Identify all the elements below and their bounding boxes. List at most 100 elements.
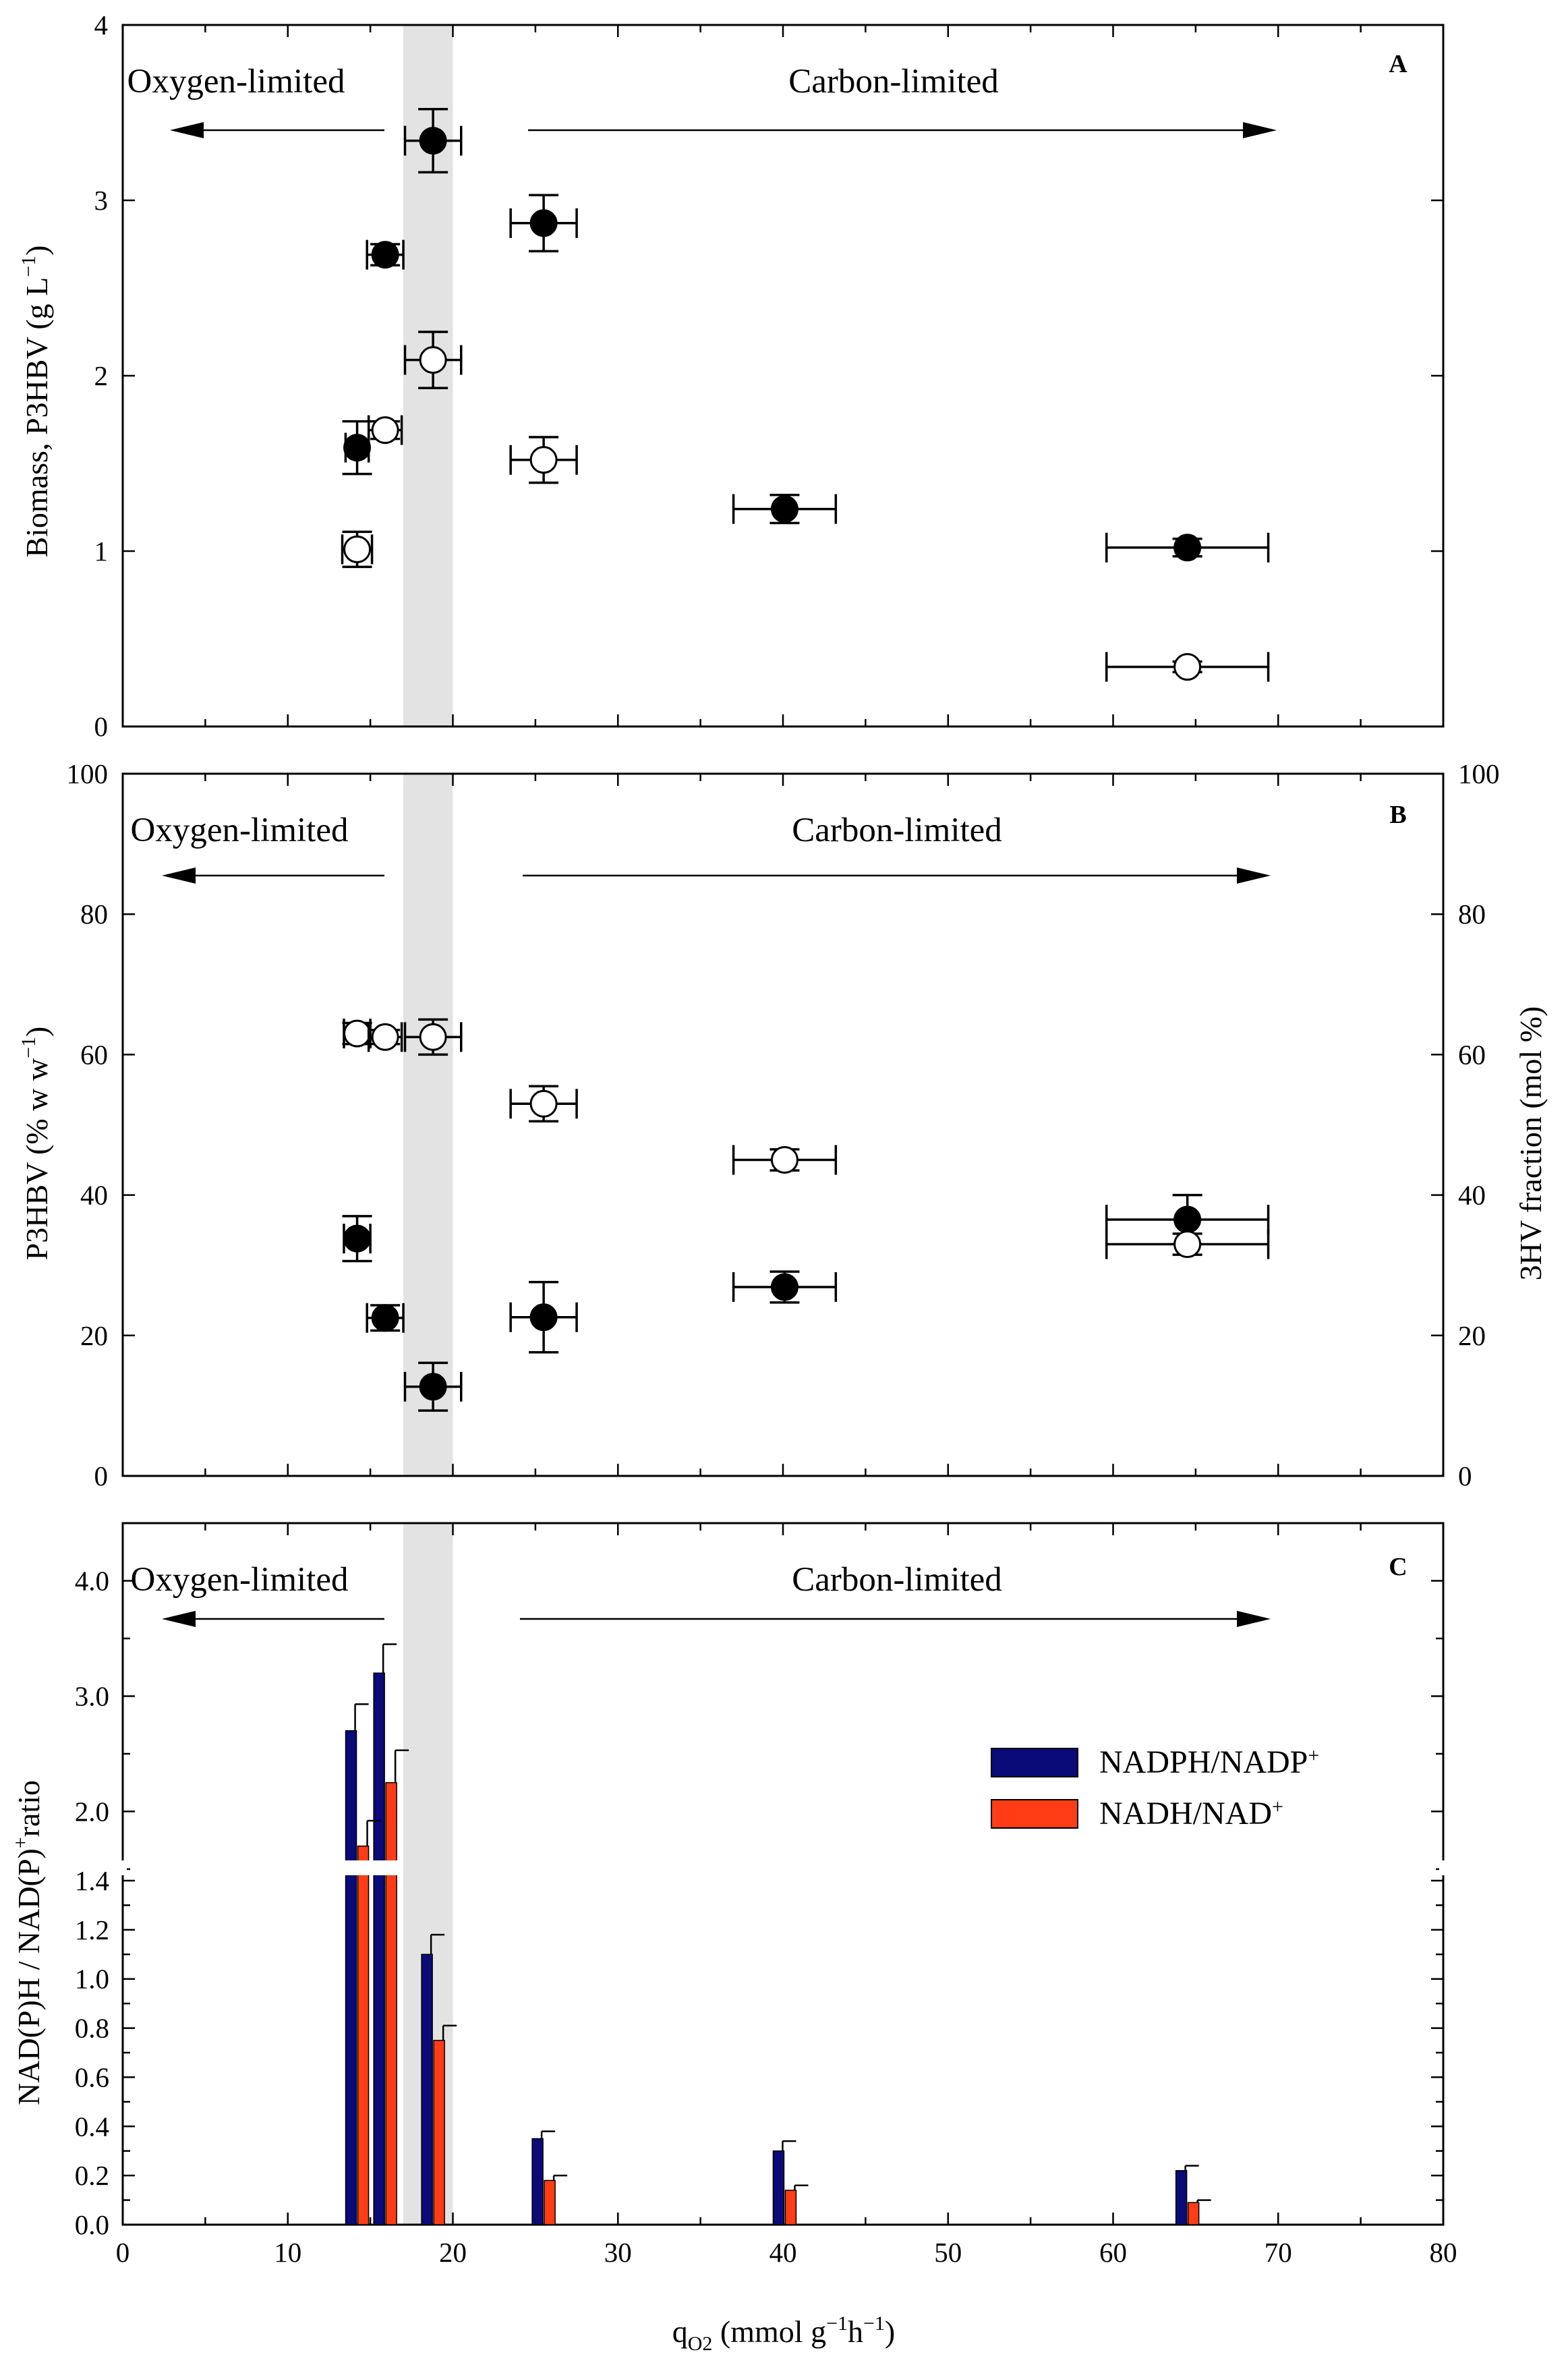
bar-nadph	[373, 1672, 385, 2225]
carbon-limited-label-a: Carbon-limited	[788, 63, 999, 101]
x-tick-label: 30	[604, 2237, 632, 2268]
oxygen-limited-label-a: Oxygen-limited	[127, 63, 345, 101]
legend-c: NADPH/NADP+ NADH/NAD+	[991, 1744, 1319, 1831]
open-point	[343, 1019, 372, 1048]
open-point	[529, 1089, 558, 1118]
x-tick-label: 20	[439, 2237, 467, 2268]
y-axis-title-c: NAD(P)H / NAD(P)+ratio	[9, 1780, 46, 2105]
filled-point	[529, 209, 558, 237]
x-tick-label: 40	[770, 2237, 797, 2268]
y-tick-label: 3.0	[75, 1680, 109, 1711]
legend-swatch-nadh	[991, 1799, 1078, 1829]
y-tick-label: 0.0	[75, 2209, 109, 2240]
y-axis-title-b: P3HBV (% w w−1)	[18, 1027, 54, 1261]
oxygen-limited-arrowhead-c	[162, 1611, 196, 1627]
open-point	[419, 346, 447, 374]
axis-break-right	[1439, 1860, 1447, 1875]
legend-label-nadph: NADPH/NADP+	[1099, 1744, 1319, 1780]
bar-nadh	[544, 2179, 556, 2225]
carbon-limited-arrowhead-a	[1243, 122, 1277, 138]
filled-point	[1173, 534, 1202, 562]
y-tick-label: 20	[80, 1320, 108, 1351]
open-point	[770, 1146, 798, 1174]
bar-break-mark	[370, 1860, 401, 1875]
filled-point	[371, 1304, 399, 1332]
y-tick-label: 80	[80, 899, 108, 930]
bar-nadh	[433, 2040, 445, 2225]
filled-point	[1173, 1205, 1202, 1234]
y-tick-label: 0	[94, 1460, 109, 1491]
carbon-limited-arrowhead-b	[1237, 867, 1271, 884]
legend-label-nadh: NADH/NAD+	[1099, 1796, 1283, 1831]
y-tick-label: 0.6	[75, 2061, 109, 2092]
y-tick-label: 2	[94, 360, 109, 391]
y-tick-label: 4.0	[75, 1565, 109, 1596]
panel-letter-c: C	[1389, 1553, 1407, 1581]
carbon-limited-label-c: Carbon-limited	[792, 1561, 1002, 1599]
y-tick-label: 0.2	[75, 2160, 109, 2191]
x-tick-label: 0	[116, 2237, 130, 2268]
bars-c	[342, 1643, 1211, 2225]
y-axis-title-a: Biomass, P3HBV (g L−1)	[18, 245, 54, 557]
axis-ticks-a: 0 1 2 3 4	[94, 9, 1445, 742]
y2-tick-label: 20	[1458, 1320, 1486, 1351]
plot-frame-c	[121, 1522, 1445, 2226]
oxygen-limited-label-b: Oxygen-limited	[131, 811, 349, 849]
bar-nadph	[772, 2150, 785, 2225]
open-point	[1173, 653, 1202, 681]
oxygen-limited-label-c: Oxygen-limited	[131, 1561, 349, 1599]
bar-nadh	[357, 1845, 370, 2225]
y-tick-label: 60	[80, 1039, 108, 1070]
open-point	[343, 535, 372, 563]
filled-point	[529, 1303, 558, 1332]
data-points-a	[341, 108, 1270, 682]
open-point	[529, 446, 558, 474]
bar-nadh	[784, 2190, 797, 2225]
x-tick-label: 80	[1430, 2237, 1457, 2268]
oxygen-limited-arrowhead-a	[170, 122, 204, 138]
bar-nadph	[421, 1954, 433, 2225]
transition-band-b	[403, 774, 453, 1476]
open-point	[371, 1023, 399, 1051]
y-tick-label: 1	[94, 536, 109, 567]
x-tick-label: 50	[934, 2237, 962, 2268]
y2-tick-label: 60	[1458, 1039, 1486, 1070]
y-tick-label: 1.0	[75, 1964, 109, 1995]
axis-break-left	[119, 1860, 127, 1875]
panel-c: 0 10 20 30 40 50 60 70 80 0.0 0.2 0.4 0.6 0.8 1.0 1.2 1.…	[9, 1522, 1457, 2268]
axis-ticks-c: 0 10 20 30 40 50 60 70 80 0.0 0.2 0.4 0.6 0.8 1.0 1.2 1.…	[75, 1522, 1457, 2268]
filled-point	[419, 1373, 447, 1401]
y-tick-label: 0.4	[75, 2111, 109, 2142]
carbon-limited-arrowhead-c	[1237, 1611, 1271, 1627]
panel-a: 0 1 2 3 4 Oxygen-limited Carbon-limited A Bi…	[18, 9, 1445, 742]
panel-b: 0 0 20 20 40 40 60 60 80 80 100 100 Oxygen-limited …	[18, 758, 1548, 1491]
y2-tick-label: 0	[1458, 1460, 1472, 1491]
filled-point	[419, 127, 447, 155]
y2-tick-label: 40	[1458, 1180, 1486, 1211]
y-tick-label: 1.4	[75, 1865, 109, 1896]
filled-point	[371, 241, 399, 269]
open-point	[419, 1023, 447, 1051]
open-point	[1173, 1230, 1202, 1258]
y-tick-label: 0	[94, 711, 109, 742]
filled-point	[343, 434, 372, 462]
filled-point	[770, 495, 798, 523]
data-points-b	[342, 1018, 1270, 1412]
bar-nadh	[385, 1781, 397, 2225]
bar-nadph	[531, 2138, 544, 2225]
bar-nadph	[1175, 2170, 1188, 2225]
x-tick-label: 60	[1099, 2237, 1127, 2268]
legend-swatch-nadph	[991, 1748, 1078, 1777]
x-axis-title: qO2 (mmol g−1h−1)	[672, 2312, 896, 2355]
bar-nadh	[1187, 2202, 1200, 2225]
y2-tick-label: 100	[1458, 758, 1500, 789]
region-annotation-c: Oxygen-limited Carbon-limited	[131, 1561, 1271, 1627]
filled-point	[343, 1224, 372, 1253]
region-annotation-b: Oxygen-limited Carbon-limited	[131, 811, 1271, 884]
y-tick-label: 3	[94, 185, 109, 216]
bar-break-mark	[342, 1860, 372, 1875]
y-tick-label: 4	[94, 9, 109, 40]
region-annotation-a: Oxygen-limited Carbon-limited	[127, 63, 1277, 138]
y2-axis-title-b: 3HV fraction (mol %)	[1513, 1006, 1548, 1281]
